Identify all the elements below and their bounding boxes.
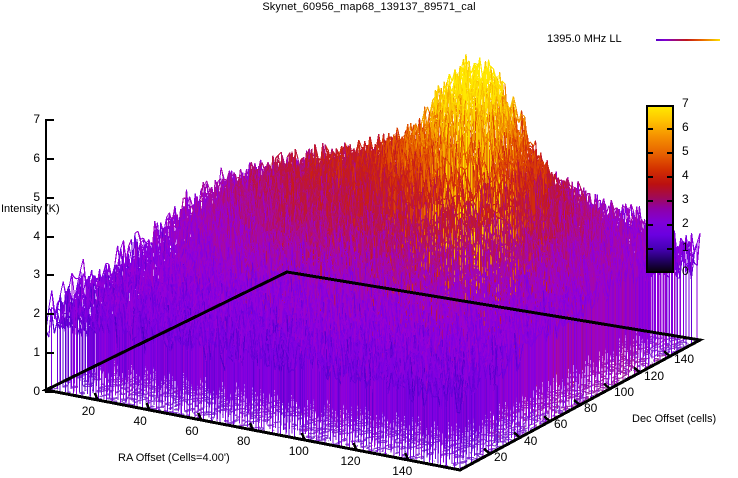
colorbar-tick: [667, 248, 674, 250]
x-axis-tick-label: 60: [185, 424, 198, 438]
y-axis-tick: [45, 119, 54, 121]
page-title: Skynet_60956_map68_139137_89571_cal: [0, 1, 738, 13]
y-axis-tick: [45, 274, 54, 277]
colorbar: [646, 105, 674, 273]
colorbar-tick: [646, 248, 653, 250]
x-axis-tick-label: 140: [392, 464, 412, 478]
colorbar-tick-label: 2: [682, 216, 689, 230]
y-axis-tick-label: 5: [18, 190, 40, 204]
y-axis-tick: [45, 235, 54, 238]
y-axis-tick: [45, 352, 54, 355]
z-axis-tick-label: 60: [554, 417, 567, 431]
y-axis-line: [45, 120, 47, 392]
colorbar-tick: [646, 152, 653, 154]
x-axis-tick-label: 120: [341, 454, 361, 468]
colorbar-tick-label: 0: [682, 264, 689, 278]
colorbar-tick-label: 3: [682, 192, 689, 206]
z-axis-tick-label: 40: [524, 434, 537, 448]
colorbar-tick-label: 5: [682, 144, 689, 158]
y-axis-tick-label: 2: [18, 306, 40, 320]
y-axis-tick: [45, 313, 54, 316]
z-axis-tick-label: 120: [644, 369, 664, 383]
x-axis-tick-label: 20: [82, 404, 95, 418]
z-axis-tick-label: 100: [614, 385, 634, 399]
y-axis-tick-label: 4: [18, 229, 40, 243]
colorbar-tick-label: 7: [682, 96, 689, 110]
colorbar-tick-label: 6: [682, 120, 689, 134]
colorbar-tick: [646, 128, 653, 130]
z-axis-tick-label: 80: [584, 401, 597, 415]
colorbar-tick: [667, 200, 674, 202]
colorbar-tick: [667, 176, 674, 178]
z-axis-tick-label: 140: [674, 352, 694, 366]
colorbar-tick: [667, 224, 674, 226]
colorbar-tick: [667, 152, 674, 154]
z-axis-tick-label: 20: [494, 450, 507, 464]
y-axis-tick-label: 1: [18, 345, 40, 359]
x-axis-tick-label: 100: [289, 444, 309, 458]
y-axis-label: Intensity (K): [1, 203, 60, 215]
z-axis-label: Dec Offset (cells): [632, 413, 716, 425]
y-axis-tick-label: 0: [18, 384, 40, 398]
y-axis-tick: [45, 157, 54, 160]
y-axis-tick-label: 7: [18, 112, 40, 126]
colorbar-tick: [646, 176, 653, 178]
x-axis-tick-label: 80: [237, 434, 250, 448]
x-axis-tick-label: 40: [134, 414, 147, 428]
legend-gradient-line-icon: [656, 39, 720, 41]
y-axis-tick-label: 6: [18, 151, 40, 165]
colorbar-tick: [646, 200, 653, 202]
legend-label: 1395.0 MHz LL: [547, 33, 622, 45]
colorbar-tick: [646, 224, 653, 226]
y-axis-tick: [45, 391, 54, 393]
x-axis-label: RA Offset (Cells=4.00'): [118, 452, 230, 464]
colorbar-tick-label: 4: [682, 168, 689, 182]
y-axis-tick-label: 3: [18, 267, 40, 281]
colorbar-tick-label: 1: [682, 240, 689, 254]
colorbar-tick: [667, 128, 674, 130]
y-axis-tick: [45, 196, 54, 199]
